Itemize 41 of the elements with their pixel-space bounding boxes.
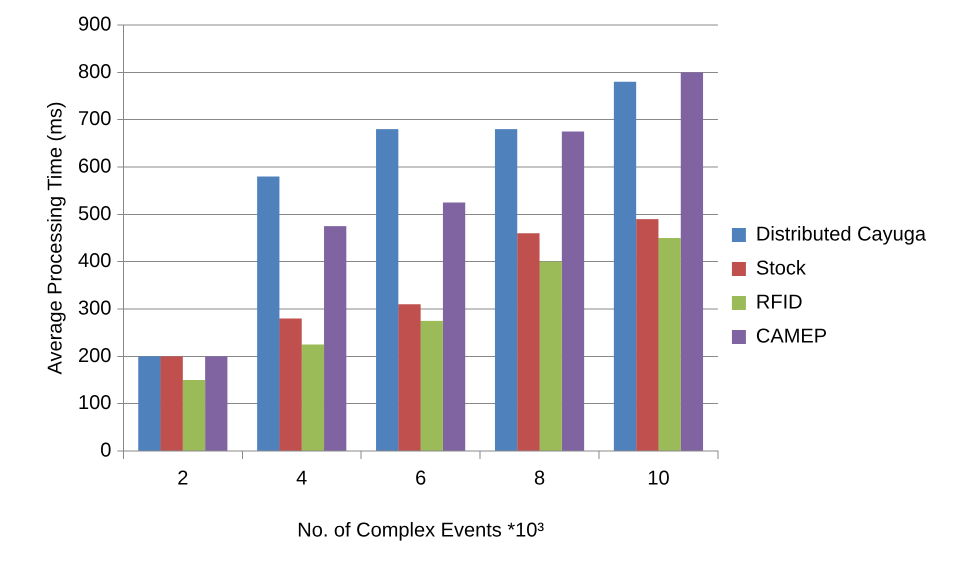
bar <box>376 129 398 450</box>
legend-label: CAMEP <box>756 326 828 348</box>
bar <box>517 233 540 450</box>
x-tick-label: 6 <box>415 468 426 490</box>
bar <box>160 356 183 450</box>
bar <box>680 72 704 450</box>
x-tick-label: 4 <box>296 468 308 490</box>
bar <box>494 129 518 450</box>
bar <box>562 132 584 450</box>
legend-label: Stock <box>756 258 807 280</box>
x-axis-title: No. of Complex Events *10³ <box>297 520 544 542</box>
y-tick-label: 500 <box>78 202 112 225</box>
legend-label: Distributed Cayuga <box>756 224 927 246</box>
y-tick-label: 800 <box>78 60 112 83</box>
bar <box>279 318 302 450</box>
y-tick-label: 400 <box>78 250 112 272</box>
bar <box>636 219 658 450</box>
y-tick-label: 100 <box>78 392 112 414</box>
y-tick-label: 900 <box>78 14 112 36</box>
y-tick-label: 700 <box>78 108 112 130</box>
y-tick-label: 600 <box>78 156 112 178</box>
bar <box>182 380 206 450</box>
bar <box>658 238 681 450</box>
bar <box>138 356 161 450</box>
y-tick-label: 200 <box>78 344 112 367</box>
y-tick-label: 0 <box>100 440 112 462</box>
x-tick-label: 10 <box>647 468 670 490</box>
bar <box>302 344 324 450</box>
y-tick-label: 300 <box>78 298 112 320</box>
bar <box>398 304 421 450</box>
bar <box>257 176 280 450</box>
bar <box>614 82 636 450</box>
y-axis-title: Average Processing Time (ms) <box>44 101 67 375</box>
x-tick-label: 2 <box>177 468 188 490</box>
bar <box>442 202 466 450</box>
bar <box>324 226 346 450</box>
legend-label: RFID <box>756 292 803 314</box>
bar <box>205 356 228 450</box>
bar <box>540 262 562 450</box>
bar <box>420 320 443 450</box>
x-tick-label: 8 <box>534 468 546 490</box>
